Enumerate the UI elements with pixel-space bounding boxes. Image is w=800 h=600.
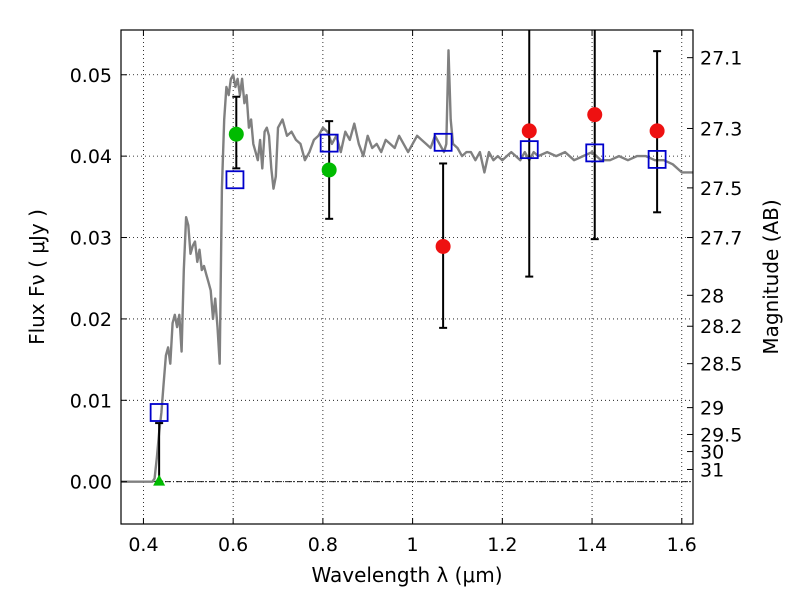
- model-band-flux-square: [433, 132, 453, 152]
- y-tick-label: 0.01: [70, 390, 112, 412]
- observed-ir-point: [587, 107, 603, 123]
- y-axis-label: Flux Fν ( μJy ): [25, 209, 49, 345]
- x-tick-label: 1.6: [667, 534, 697, 556]
- y2-axis-label: Magnitude (AB): [759, 199, 783, 354]
- y-tick-label: 0.04: [70, 146, 112, 168]
- marker-layer: [149, 107, 667, 486]
- mag-tick-label: 29: [700, 398, 724, 420]
- observed-ir-point: [649, 123, 665, 139]
- mag-tick-label: 27.1: [700, 48, 742, 70]
- y-tick-label: 0.05: [70, 65, 112, 87]
- observed-ir-point: [435, 238, 451, 254]
- x-tick-label: 1.4: [577, 534, 607, 556]
- axis-ticks: 0.4 0.6 0.8 1 1.2 1.4 1.6 0.00 0.01 0.02 0.03 0.04 0…: [70, 30, 742, 556]
- observed-upper-limit-triangle: [153, 474, 166, 486]
- model-band-flux-square: [149, 403, 169, 422]
- model-band-flux-square: [225, 170, 245, 190]
- y-tick-label: 0.03: [70, 228, 112, 250]
- y-tick-label: 0.00: [70, 472, 112, 494]
- mag-tick-label: 27.7: [700, 228, 742, 250]
- mag-tick-label: 31: [700, 459, 724, 481]
- x-tick-label: 0.6: [218, 534, 248, 556]
- mag-tick-label: 30: [700, 442, 724, 464]
- mag-tick-label: 28: [700, 285, 724, 307]
- x-tick-label: 0.4: [128, 534, 158, 556]
- x-tick-label: 0.8: [308, 534, 338, 556]
- mag-tick-label: 29.5: [700, 424, 742, 446]
- x-axis-label: Wavelength λ (μm): [311, 563, 502, 587]
- mag-tick-label: 27.3: [700, 118, 742, 140]
- model-band-flux-square: [519, 140, 539, 160]
- mag-tick-label: 28.2: [700, 316, 742, 338]
- x-tick-label: 1.2: [487, 534, 517, 556]
- observed-detection-point: [228, 126, 244, 142]
- x-tick-label: 1: [407, 534, 419, 556]
- model-band-flux-square: [647, 150, 667, 169]
- model-sed-layer: [121, 49, 693, 483]
- model-band-flux-square: [319, 133, 339, 153]
- model-band-flux-square: [585, 143, 605, 163]
- observed-detection-point: [321, 162, 337, 178]
- model-sed-line: [121, 49, 693, 483]
- plot-frame: [120, 29, 694, 525]
- observed-ir-point: [521, 123, 537, 139]
- mag-tick-label: 27.5: [700, 178, 742, 200]
- y-tick-label: 0.02: [70, 309, 112, 331]
- mag-tick-label: 28.5: [700, 354, 742, 376]
